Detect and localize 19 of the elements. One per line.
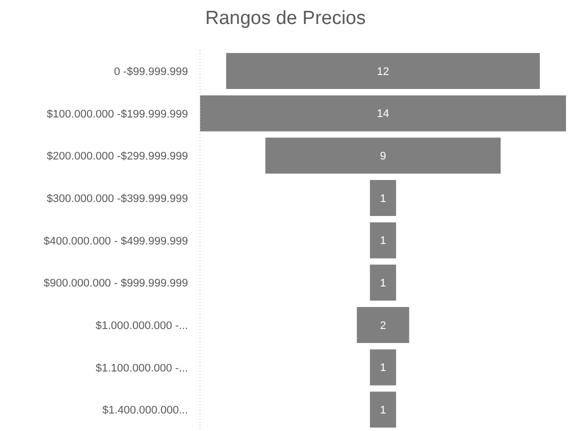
category-label: $400.000.000 - $499.999.999: [44, 235, 188, 248]
data-label: 9: [380, 150, 386, 163]
data-label: 14: [376, 108, 390, 120]
data-label: 1: [380, 362, 386, 374]
data-label: 12: [376, 66, 390, 78]
data-label: 1: [380, 278, 386, 290]
category-label: $1.100.000.000 -...: [96, 362, 188, 374]
category-label: $100.000.000 -$199.999.999: [46, 108, 188, 120]
category-label: 0 -$99.999.999: [114, 66, 188, 78]
category-label: $200.000.000 -$299.999.999: [46, 150, 188, 163]
text: Rangos de Precios: [204, 8, 367, 30]
category-label: $900.000.000 - $999.999.999: [44, 278, 188, 290]
data-label: 1: [380, 235, 386, 248]
category-label: $300.000.000 -$399.999.999: [46, 193, 188, 206]
category-label: $1.400.000.000...: [102, 404, 188, 417]
category-label: $1.000.000.000 -...: [96, 320, 188, 332]
data-label: 1: [380, 404, 386, 417]
data-label: 1: [380, 192, 386, 205]
data-label: 2: [380, 320, 386, 332]
